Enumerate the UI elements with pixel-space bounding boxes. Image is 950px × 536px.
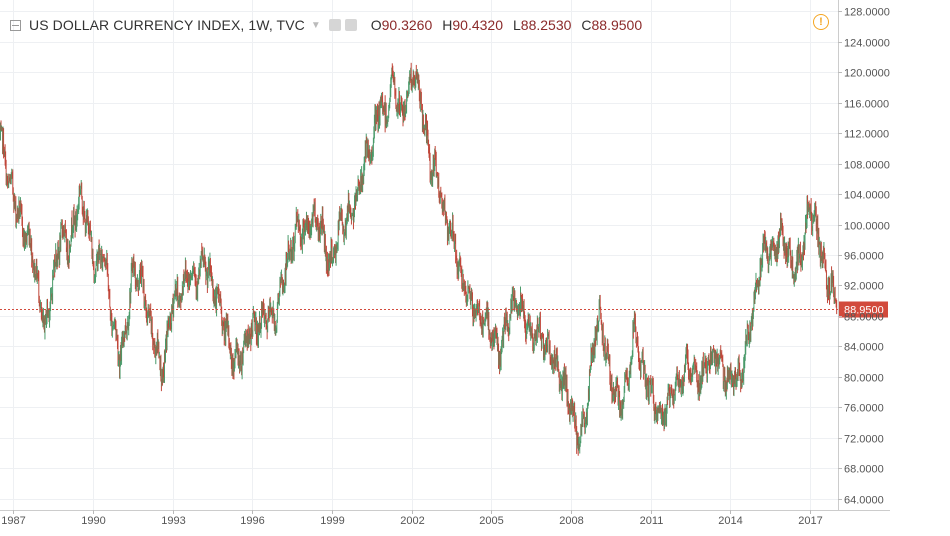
time-tick-label: 1990 — [81, 515, 105, 527]
price-tick-label: 124.0000 — [844, 38, 890, 50]
time-tick-label: 1993 — [161, 515, 185, 527]
price-tick-label: 72.0000 — [844, 434, 884, 446]
time-tick-label: 1996 — [240, 515, 264, 527]
eye-icon[interactable] — [328, 19, 341, 31]
gear-icon[interactable] — [344, 19, 357, 31]
ohlc-open-label: O — [370, 17, 382, 33]
last-price-label: 88.9500 — [844, 305, 884, 317]
candles — [0, 62, 838, 456]
symbol-legend: US DOLLAR CURRENCY INDEX, 1W, TVC ▼ O 90.… — [10, 14, 642, 36]
alert-clock-icon[interactable]: ! — [813, 14, 829, 30]
price-tick-label: 92.0000 — [844, 281, 884, 293]
price-tick-label: 88.0000 — [844, 312, 884, 324]
price-axis[interactable]: 64.0000 68.0000 72.0000 76.0000 80.0000 84.00… — [838, 7, 890, 507]
ohlc-low-value: 88.2530 — [520, 17, 572, 33]
price-tick-label: 68.0000 — [844, 464, 884, 476]
price-tick-label: 80.0000 — [844, 373, 884, 385]
price-tick-label: 84.0000 — [844, 342, 884, 354]
time-tick-label: 2014 — [718, 515, 742, 527]
price-tick-label: 64.0000 — [844, 495, 884, 507]
price-tick-label: 116.0000 — [844, 99, 889, 111]
chevron-down-icon[interactable]: ▼ — [310, 19, 321, 31]
price-tick-label: 108.0000 — [844, 160, 890, 172]
ohlc-close-label: C — [581, 17, 592, 33]
time-tick-label: 1999 — [320, 515, 344, 527]
price-tick-label: 112.0000 — [844, 129, 889, 141]
time-tick-label: 2008 — [559, 515, 583, 527]
last-price-line: 88.9500 — [0, 301, 888, 318]
symbol-title[interactable]: US DOLLAR CURRENCY INDEX, 1W, TVC — [29, 17, 305, 33]
time-tick-label: 2005 — [479, 515, 503, 527]
price-tick-label: 76.0000 — [844, 403, 884, 415]
time-axis[interactable]: 1987 1990 1993 1996 1999 2002 2005 2008 2011 2014… — [1, 510, 823, 527]
ohlc-open-value: 90.3260 — [381, 17, 433, 33]
ohlc-high-label: H — [442, 17, 453, 33]
time-tick-label: 2017 — [798, 515, 822, 527]
time-tick-label: 2011 — [640, 515, 664, 527]
ohlc-close-value: 88.9500 — [591, 17, 643, 33]
price-tick-label: 100.0000 — [844, 221, 890, 233]
time-tick-label: 1987 — [1, 515, 25, 527]
price-tick-label: 104.0000 — [844, 190, 890, 202]
grid-lines — [0, 0, 838, 510]
time-tick-label: 2002 — [400, 515, 424, 527]
last-price-badge — [839, 301, 888, 318]
ohlc-high-value: 90.4320 — [452, 17, 503, 33]
price-tick-label: 120.0000 — [844, 68, 890, 80]
ohlc-low-label: L — [512, 17, 521, 33]
price-tick-label: 128.0000 — [844, 7, 890, 19]
collapse-box-icon[interactable] — [10, 19, 21, 31]
price-tick-label: 96.0000 — [844, 251, 884, 263]
